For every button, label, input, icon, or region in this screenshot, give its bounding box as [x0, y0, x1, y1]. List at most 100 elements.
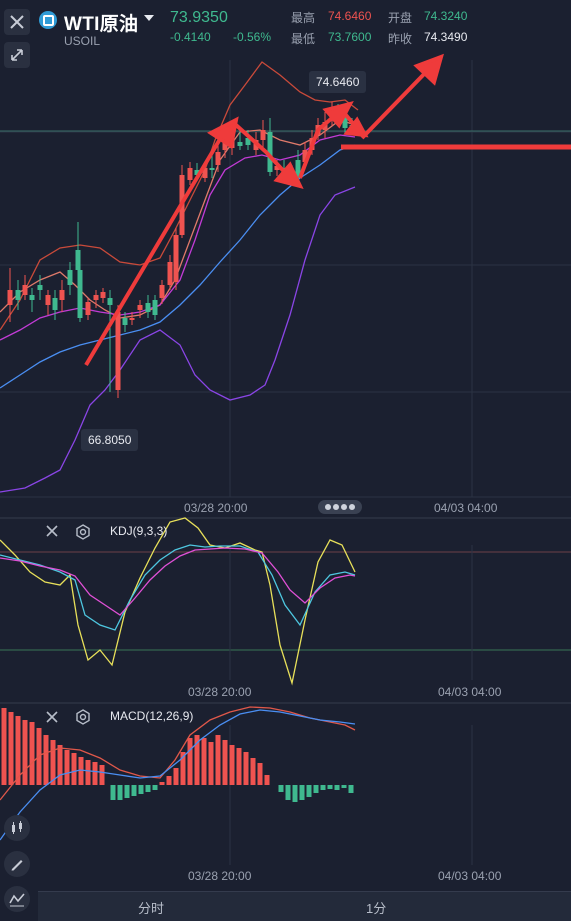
- price-change-pct: -0.56%: [233, 30, 272, 44]
- candle-body: [75, 250, 81, 270]
- macd-bar: [299, 785, 305, 800]
- candle-body: [194, 170, 200, 175]
- ma-mid-line: [0, 134, 356, 341]
- macd-bar: [341, 785, 347, 788]
- candle-body: [215, 152, 221, 165]
- kdj-d-line: [0, 547, 356, 616]
- indicator-icon: [9, 893, 25, 907]
- main-gridlines: [0, 60, 571, 498]
- candle-body: [202, 168, 208, 178]
- candle-body: [237, 142, 243, 146]
- candle-body: [302, 150, 308, 162]
- time-label-macd-2: 04/03 04:00: [438, 869, 502, 883]
- stat-value-prev-close: 74.3490: [424, 30, 468, 44]
- low-price-tag: 66.8050: [81, 429, 139, 451]
- macd-bar: [222, 740, 228, 785]
- macd-bar: [1, 708, 7, 785]
- candle-body: [267, 132, 273, 172]
- macd-bar: [22, 720, 28, 785]
- candle-body: [274, 166, 280, 170]
- tab-timeshare[interactable]: 分时: [138, 901, 165, 916]
- macd-dea-line: [0, 709, 356, 841]
- candle-tool-button[interactable]: [4, 815, 30, 841]
- collapse-icon: [11, 49, 23, 61]
- macd-bar: [348, 785, 354, 793]
- macd-bar: [278, 785, 284, 792]
- candle-body: [167, 262, 173, 285]
- macd-bar: [292, 785, 298, 802]
- candle-body: [209, 168, 215, 170]
- macd-bar: [201, 738, 207, 785]
- macd-bar: [306, 785, 312, 797]
- symbol-title[interactable]: WTI原油: [64, 14, 139, 35]
- macd-bar: [236, 748, 242, 785]
- macd-bar: [29, 722, 35, 785]
- macd-bar: [180, 752, 186, 785]
- scroll-handle[interactable]: [318, 500, 362, 514]
- candle-body: [145, 303, 151, 312]
- macd-bar: [138, 785, 144, 794]
- candle-body: [100, 292, 106, 298]
- kdj-k-line: [0, 544, 356, 631]
- kdj-gridlines: [0, 545, 571, 680]
- last-price: 73.9350: [170, 9, 228, 26]
- candle-body: [152, 300, 158, 315]
- price-change: -0.4140: [170, 30, 211, 44]
- settings-icon[interactable]: [75, 709, 91, 725]
- candle-body: [295, 160, 301, 178]
- bollinger-lower-line: [0, 186, 356, 493]
- close-icon[interactable]: [45, 710, 59, 724]
- bollinger-upper-line: [0, 61, 359, 331]
- handle-dot: [333, 504, 339, 510]
- candle-body: [115, 312, 121, 390]
- time-label-main-2: 04/03 04:00: [434, 501, 498, 515]
- kdj-j-line: [0, 517, 356, 686]
- macd-bar: [208, 742, 214, 785]
- macd-bar: [145, 785, 151, 792]
- symbol-subtitle: USOIL: [64, 34, 101, 48]
- annotation-arrows: [84, 53, 571, 367]
- settings-icon[interactable]: [75, 524, 91, 540]
- macd-bar: [243, 752, 249, 785]
- candle-body: [173, 235, 179, 282]
- tab-1min[interactable]: 1分: [366, 901, 387, 916]
- macd-bar: [57, 745, 63, 785]
- macd-gridlines: [229, 725, 473, 865]
- macd-bar: [215, 735, 221, 785]
- candle-body: [22, 285, 28, 295]
- draw-tool-button[interactable]: [4, 851, 30, 877]
- candle-body: [107, 298, 113, 305]
- macd-bar: [264, 775, 270, 785]
- stat-value-open: 74.3240: [424, 9, 468, 23]
- candle-body: [45, 295, 51, 305]
- time-label-main-1: 03/28 20:00: [184, 501, 248, 515]
- candle-body: [59, 290, 65, 300]
- candle-body: [159, 285, 165, 298]
- macd-title: MACD(12,26,9): [110, 709, 194, 723]
- collapse-button[interactable]: [4, 42, 30, 68]
- macd-bar: [78, 757, 84, 785]
- indicator-tool-button[interactable]: [4, 886, 30, 912]
- close-icon[interactable]: [45, 524, 59, 538]
- macd-bar: [159, 782, 165, 785]
- candle-body: [122, 318, 128, 325]
- candle-body: [85, 302, 91, 315]
- macd-bar: [229, 745, 235, 785]
- macd-bar: [131, 785, 137, 796]
- close-button[interactable]: [4, 9, 30, 35]
- macd-bar: [124, 785, 130, 798]
- candle-body: [67, 270, 73, 285]
- candle-body: [342, 115, 348, 128]
- candlestick-icon: [12, 821, 22, 834]
- candle-body: [7, 290, 13, 305]
- stat-label-low: 最低: [291, 32, 316, 46]
- macd-bar: [320, 785, 326, 790]
- chevron-down-icon[interactable]: [144, 15, 154, 23]
- macd-bar: [117, 785, 123, 800]
- macd-bar: [92, 762, 98, 785]
- candle-body: [260, 130, 266, 140]
- macd-bar: [327, 785, 333, 789]
- macd-bar: [71, 753, 77, 785]
- handle-dot: [341, 504, 347, 510]
